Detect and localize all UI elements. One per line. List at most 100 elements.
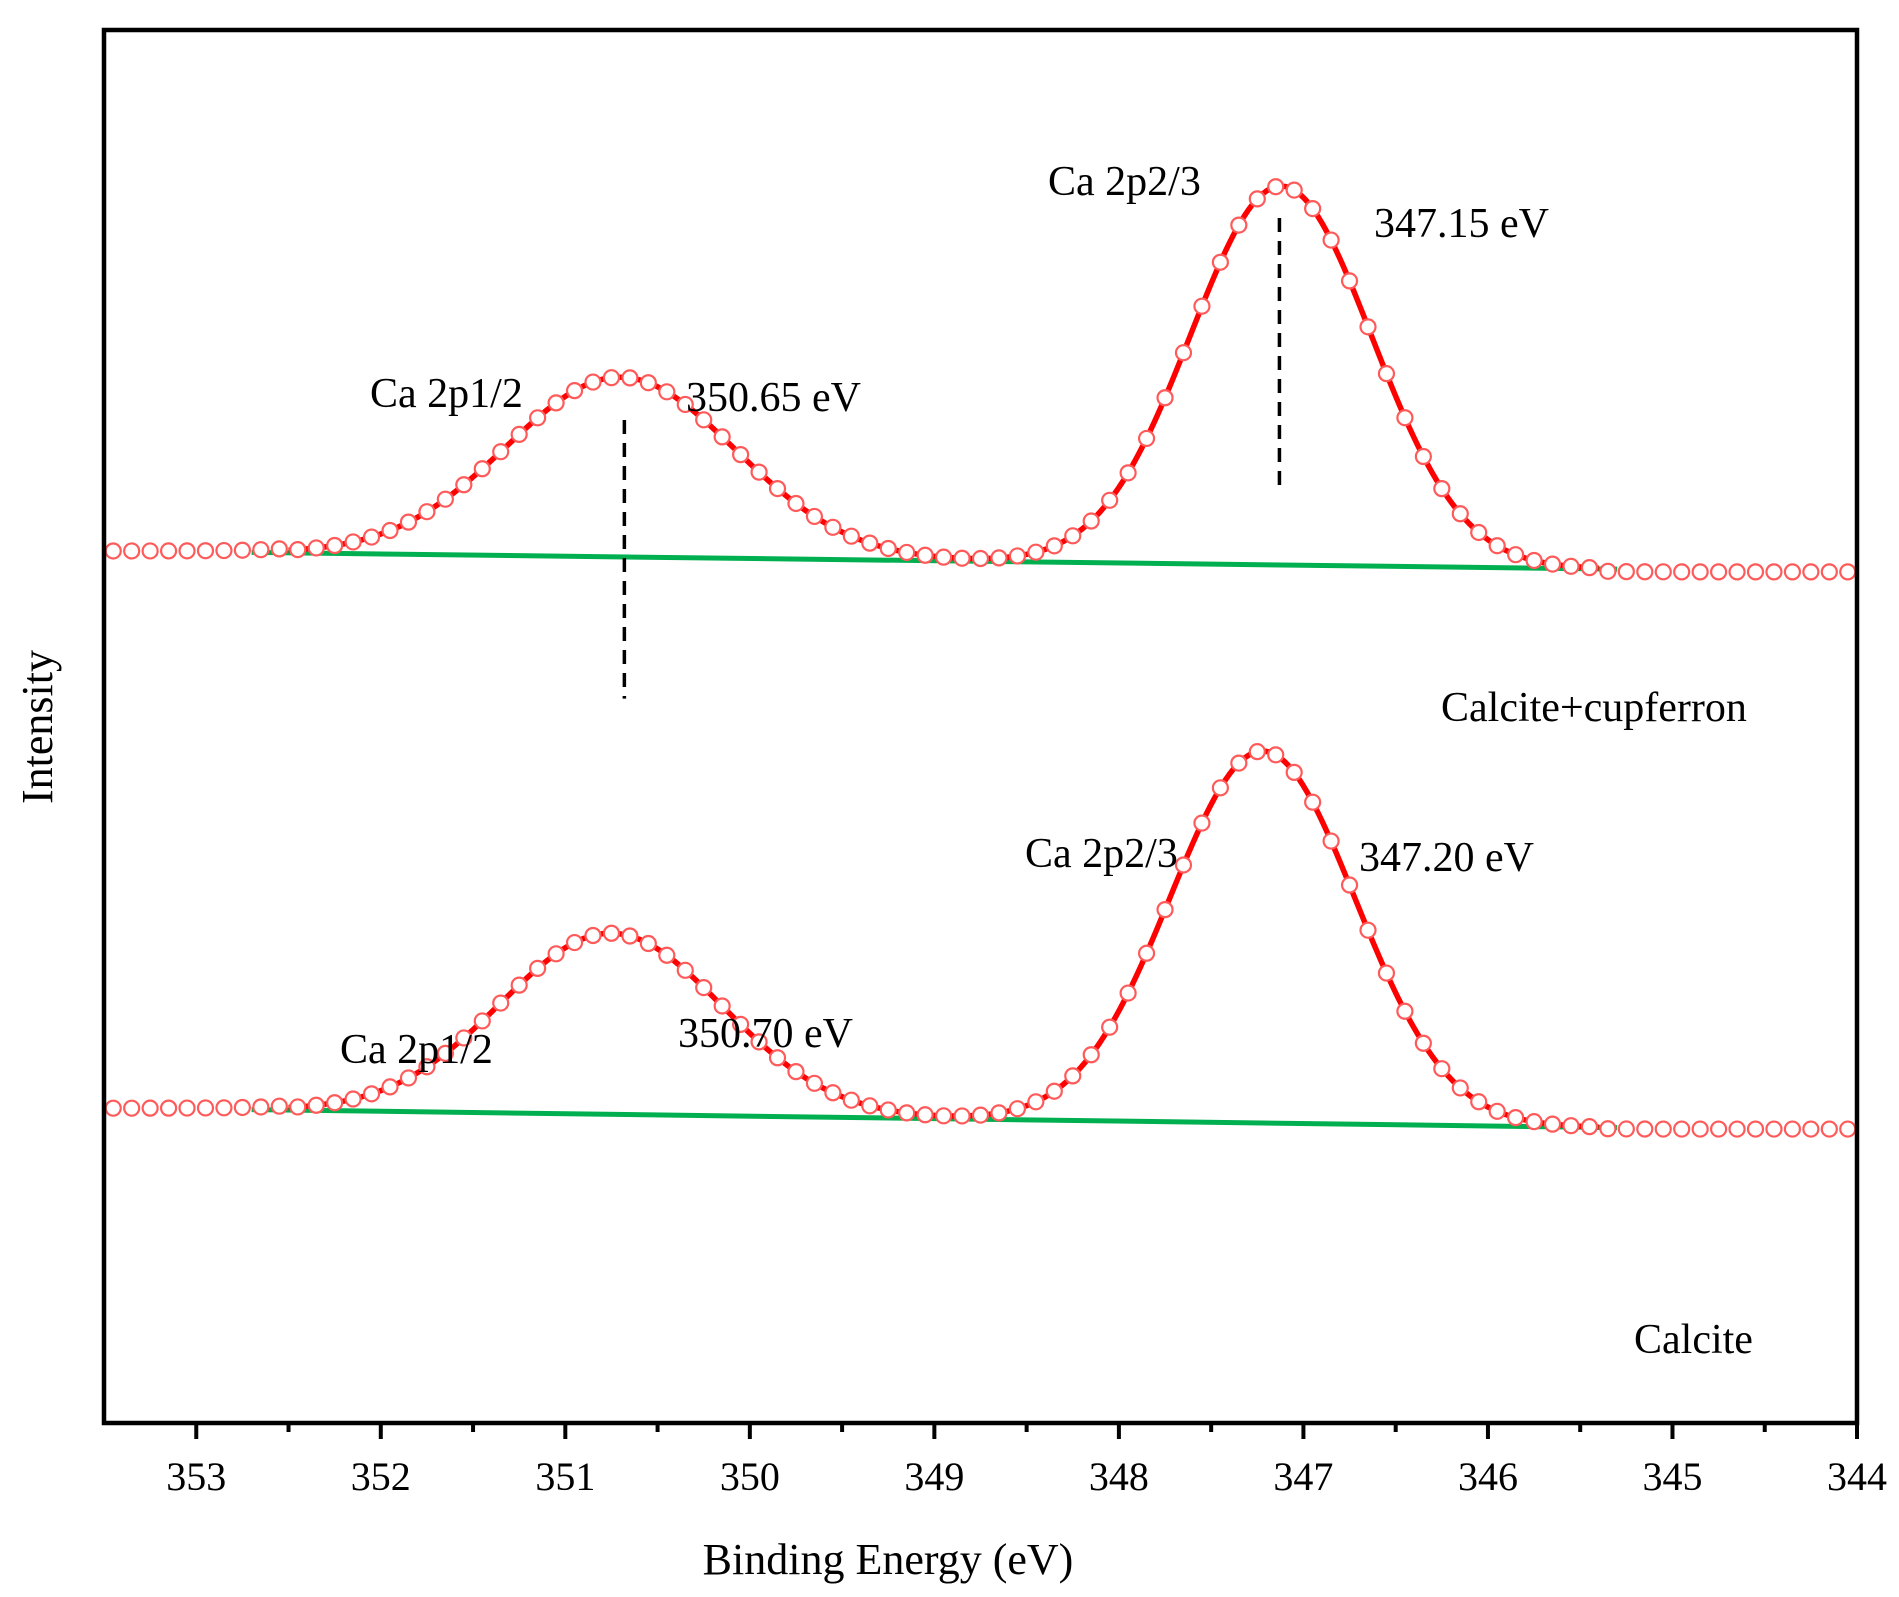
x-tick-label: 344 [1827,1454,1887,1499]
data-point-calcite [547,945,565,963]
data-point-calcite [1451,1079,1469,1097]
curve-label-cupferron: Calcite+cupferron [1441,685,1747,731]
data-point-cupferron [1359,318,1377,336]
data-point-cupferron [1174,344,1193,362]
data-point-cupferron [1304,200,1322,218]
data-point-calcite [1654,1120,1672,1138]
data-point-calcite [639,934,657,953]
data-point-cupferron [1248,190,1266,208]
data-point-cupferron [768,480,787,498]
x-tick-label: 351 [535,1454,595,1499]
data-point-cupferron [1636,563,1654,581]
data-point-cupferron [1654,563,1672,581]
data-point-calcite [732,1015,750,1033]
data-point-calcite [418,1058,436,1076]
data-point-calcite [1673,1120,1691,1138]
y-axis-title: Intensity [13,650,62,804]
data-point-cupferron [1488,537,1506,555]
data-point-cupferron [639,374,657,392]
data-point-calcite [602,924,621,942]
plot-frame [101,27,1860,1426]
data-point-cupferron [492,443,510,461]
data-point-calcite [1193,814,1211,832]
data-point-calcite [1433,1060,1451,1078]
data-point-calcite [104,1099,122,1117]
data-point-cupferron [289,540,307,559]
data-point-calcite [455,1029,473,1047]
data-point-cupferron [750,463,768,481]
data-point-cupferron [1507,546,1525,564]
x-axis-title: Binding Energy (eV) [703,1535,1074,1584]
data-point-cupferron [1562,557,1580,575]
data-point-cupferron [1211,253,1229,271]
data-point-calcite [953,1107,971,1125]
peak-position-cupferron-2p1: 350.65 eV [686,375,861,421]
data-point-cupferron [565,382,584,400]
data-point-cupferron [676,395,694,414]
peak-label-cupferron-2p1: Ca 2p1/2 [370,371,523,417]
data-point-cupferron [1543,555,1562,573]
data-point-cupferron [1839,563,1857,581]
data-point-cupferron [1599,562,1617,580]
data-point-calcite [621,927,639,945]
data-point-cupferron [123,542,141,560]
data-point-calcite [1507,1109,1525,1127]
data-point-calcite [1027,1093,1045,1111]
data-point-cupferron [879,539,897,558]
data-point-calcite [842,1091,860,1109]
data-point-calcite [1599,1120,1617,1138]
data-point-cupferron [1008,547,1027,565]
data-point-cupferron [270,540,288,558]
data-point-calcite [805,1074,824,1092]
data-point-cupferron [196,542,215,560]
data-point-calcite [473,1012,491,1030]
data-point-calcite [1691,1120,1709,1138]
data-point-cupferron [1617,563,1635,581]
data-point-calcite [1101,1018,1119,1036]
data-point-calcite [1488,1102,1506,1120]
data-point-cupferron [510,425,528,444]
data-point-calcite [399,1069,418,1087]
data-point-calcite [1174,856,1193,874]
data-point-calcite [1064,1067,1082,1085]
data-point-cupferron [695,411,713,429]
data-point-calcite [289,1098,307,1116]
data-point-cupferron [547,394,565,412]
data-point-cupferron [1340,272,1359,290]
data-point-calcite [1267,746,1285,764]
data-point-cupferron [1728,563,1746,581]
data-point-calcite [824,1084,842,1102]
data-point-calcite [1765,1120,1783,1138]
marker-layer [104,178,1857,1138]
data-point-cupferron [344,533,362,551]
data-point-calcite [1580,1118,1599,1136]
data-point-cupferron [824,518,842,536]
data-point-calcite [1377,964,1396,982]
baseline-layer [251,549,1618,1131]
baseline-cupferron [251,549,1618,572]
data-point-calcite [215,1099,233,1117]
data-point-cupferron [842,527,860,545]
data-point-calcite [990,1104,1008,1122]
data-point-calcite [1543,1115,1562,1133]
data-point-calcite [971,1106,990,1124]
data-point-cupferron [159,542,178,560]
peak-position-cupferron-2p3: 347.15 eV [1374,201,1549,247]
data-point-calcite [768,1049,787,1067]
data-point-calcite [1710,1120,1728,1138]
data-point-calcite [1137,944,1156,962]
data-point-cupferron [455,476,473,494]
data-point-calcite [1636,1120,1654,1138]
data-point-cupferron [1691,563,1709,581]
data-point-calcite [1322,832,1340,850]
data-point-calcite [750,1033,768,1051]
data-point-cupferron [418,503,436,521]
data-point-calcite [381,1078,399,1096]
data-point-calcite [1728,1120,1746,1138]
data-point-cupferron [1414,447,1432,466]
data-point-calcite [1525,1113,1543,1131]
data-point-calcite [270,1097,288,1115]
x-tick-label: 349 [904,1454,964,1499]
